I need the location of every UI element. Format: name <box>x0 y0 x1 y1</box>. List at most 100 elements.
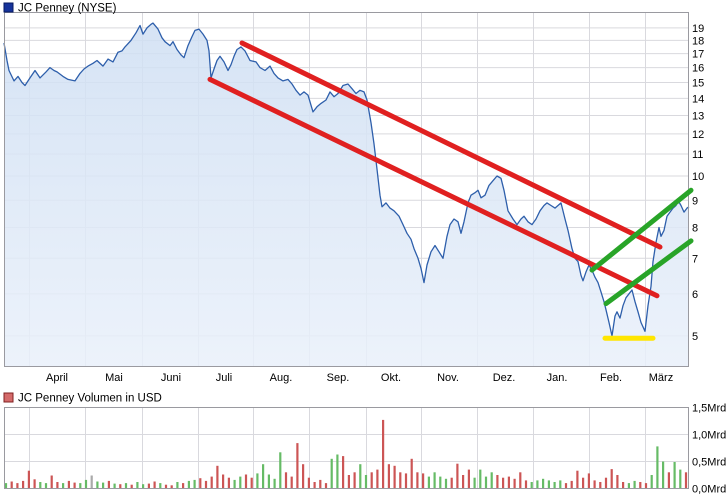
volume-bar <box>130 484 133 489</box>
volume-bar <box>222 474 225 489</box>
volume-bar <box>576 470 579 489</box>
volume-bar <box>142 484 145 489</box>
volume-bar <box>519 472 522 489</box>
volume-bar <box>376 469 379 489</box>
volume-bar <box>444 478 448 489</box>
price-chart-title: JC Penney (NYSE) <box>18 3 117 15</box>
volume-bar <box>582 477 585 489</box>
month-label: Feb. <box>600 372 622 384</box>
volume-bar <box>227 477 230 489</box>
volume-bar <box>679 469 682 489</box>
volume-bar <box>353 472 356 489</box>
volume-bar <box>553 482 556 489</box>
month-label: Aug. <box>270 372 293 384</box>
volume-bar <box>27 470 30 489</box>
volume-bar <box>370 472 373 489</box>
price-ytick-label: 14 <box>692 93 704 105</box>
volume-bar <box>404 473 408 489</box>
volume-bar <box>536 480 539 489</box>
month-label: Dez. <box>493 372 516 384</box>
price-ytick-label: 7 <box>692 253 698 265</box>
volume-bar <box>456 463 459 489</box>
volume-bar <box>244 474 248 489</box>
volume-bar <box>599 482 602 489</box>
volume-bar <box>342 456 345 489</box>
volume-ytick-label: 1,0Mrd <box>692 430 726 442</box>
price-series-line <box>3 22 690 337</box>
volume-ytick-label: 1,5Mrd <box>692 403 726 415</box>
volume-bar <box>4 483 8 489</box>
volume-bar <box>450 477 453 489</box>
trendline-downtrend-channel-lower <box>207 76 660 299</box>
volume-bar <box>496 475 499 489</box>
month-label: April <box>46 372 68 384</box>
volume-chart-title: JC Penney Volumen in USD <box>18 393 162 405</box>
volume-bar <box>627 483 630 489</box>
volume-bar <box>313 482 316 489</box>
price-ytick-label: 19 <box>692 23 704 35</box>
volume-bar <box>296 443 299 489</box>
volume-bar <box>22 480 25 489</box>
volume-bar <box>182 483 185 489</box>
trendline-downtrend-channel-upper <box>239 40 663 250</box>
volume-bar <box>667 472 670 489</box>
volume-bar <box>564 483 568 489</box>
volume-bar <box>319 479 322 489</box>
month-label: Mai <box>105 372 123 384</box>
volume-bar <box>79 483 82 489</box>
price-legend-swatch <box>3 2 14 13</box>
volume-bar <box>199 478 202 489</box>
volume-bar <box>387 464 390 489</box>
price-ytick-label: 10 <box>692 171 704 183</box>
volume-bar <box>119 484 122 489</box>
volume-bar <box>210 476 213 489</box>
volume-bar <box>216 465 219 489</box>
volume-bar <box>513 478 516 489</box>
trendline-uptrend-upper <box>589 187 694 273</box>
volume-bar <box>262 464 265 489</box>
month-label: Jan. <box>547 372 568 384</box>
month-label: Nov. <box>437 372 459 384</box>
volume-bar <box>570 480 573 489</box>
volume-bar <box>39 482 42 489</box>
volume-bar <box>542 478 545 489</box>
volume-ytick-label: 0,0Mrd <box>692 484 726 496</box>
volume-bar <box>524 480 528 489</box>
volume-bar <box>170 485 173 489</box>
volume-bar <box>490 472 493 489</box>
volume-bar <box>33 479 36 489</box>
volume-bar <box>393 465 396 489</box>
price-ytick-label: 16 <box>692 63 704 75</box>
volume-bar <box>473 477 476 489</box>
volume-bar <box>16 483 19 489</box>
volume-bar <box>639 482 642 489</box>
volume-bar <box>656 446 659 489</box>
volume-bar <box>662 461 665 489</box>
volume-bar <box>147 483 150 489</box>
volume-plot-border <box>4 407 689 489</box>
volume-bar <box>193 479 196 489</box>
volume-bar <box>484 476 488 489</box>
volume-bar <box>56 482 59 489</box>
volume-bar <box>267 474 270 489</box>
volume-bar <box>50 475 53 489</box>
volume-bar <box>67 480 70 489</box>
volume-bar <box>382 419 385 489</box>
volume-bar <box>347 475 350 489</box>
volume-bar <box>410 458 413 489</box>
price-ytick-label: 8 <box>692 222 698 234</box>
volume-bar <box>44 483 48 489</box>
volume-bar <box>530 482 533 489</box>
volume-bar <box>399 472 402 489</box>
volume-bar <box>153 481 156 489</box>
volume-bar <box>239 476 242 489</box>
volume-legend-swatch <box>3 392 14 403</box>
volume-bar <box>593 480 596 489</box>
volume-bar <box>284 472 288 489</box>
volume-bar <box>136 482 139 489</box>
volume-ytick-label: 0,5Mrd <box>692 457 726 469</box>
price-ytick-label: 18 <box>692 35 704 47</box>
volume-bar <box>113 483 116 489</box>
